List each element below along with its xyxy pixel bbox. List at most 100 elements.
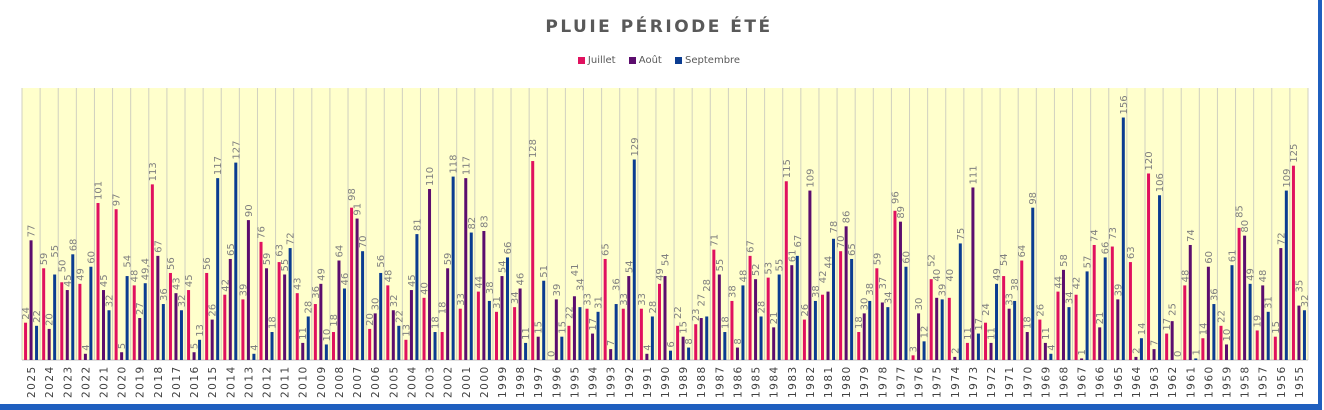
data-label: 1: [1077, 349, 1088, 355]
bar-juillet-1991: [639, 308, 643, 360]
data-label: 58: [1059, 254, 1070, 267]
data-label: 26: [1035, 304, 1046, 317]
data-label: 21: [1095, 312, 1106, 325]
bar-septembre-2023: [71, 254, 75, 360]
bar-juillet-2012: [259, 241, 263, 360]
legend-item-aout: Août: [628, 55, 662, 66]
data-label: 127: [231, 141, 242, 160]
x-tick-label: 1985: [751, 365, 763, 398]
x-tick-label: 1960: [1203, 365, 1215, 398]
data-label: 33: [456, 293, 467, 306]
data-label: 32: [1300, 295, 1311, 308]
bar-septembre-2005: [397, 325, 401, 360]
bar-août-1979: [862, 313, 866, 360]
x-tick-label: 1983: [787, 365, 799, 398]
data-label: 61: [1227, 249, 1238, 262]
x-tick-label: 1994: [588, 365, 600, 398]
x-tick-label: 2020: [117, 365, 129, 398]
data-label: 56: [376, 255, 387, 268]
bar-août-2025: [29, 240, 33, 360]
bar-septembre-2013: [252, 353, 256, 360]
data-label: 18: [438, 302, 449, 315]
data-label: 1: [1191, 349, 1202, 355]
bar-juillet-2023: [60, 282, 64, 360]
data-label: 26: [800, 304, 811, 317]
data-label: 33: [619, 293, 630, 306]
bar-septembre-1980: [850, 258, 854, 360]
x-tick-label: 2015: [207, 365, 219, 398]
bar-août-1964: [1134, 356, 1138, 360]
x-tick-label: 2022: [80, 365, 92, 398]
data-label: 66: [503, 242, 514, 255]
bar-juillet-1982: [802, 319, 806, 360]
x-tick-label: 2021: [99, 365, 111, 398]
bar-septembre-2003: [433, 332, 437, 360]
data-label: 18: [720, 316, 731, 329]
data-label: 117: [461, 156, 472, 175]
data-label: 55: [50, 245, 61, 258]
bar-août-1976: [917, 313, 921, 360]
data-label: 46: [340, 273, 351, 286]
bar-septembre-1970: [1031, 207, 1035, 360]
data-label: 36: [612, 278, 623, 291]
data-label: 65: [226, 243, 237, 256]
bar-septembre-2016: [198, 339, 202, 360]
data-label: 111: [968, 165, 979, 184]
data-label: 7: [1150, 340, 1161, 346]
bar-septembre-2018: [161, 304, 165, 360]
x-tick-label: 1998: [515, 365, 527, 398]
bar-septembre-1968: [1067, 307, 1071, 360]
bar-juillet-1960: [1201, 338, 1205, 360]
bar-juillet-1998: [513, 307, 517, 360]
bar-août-2016: [192, 352, 196, 360]
bar-août-2020: [120, 352, 124, 360]
x-tick-label: 2023: [62, 365, 74, 398]
bar-juillet-2020: [114, 209, 118, 360]
data-label: 36: [159, 288, 170, 301]
data-label: 27: [697, 294, 708, 307]
data-label: 45: [184, 274, 195, 287]
data-label: 14: [1137, 323, 1148, 336]
data-label: 15: [534, 321, 545, 334]
data-label: 28: [648, 301, 659, 314]
data-label: 97: [112, 193, 123, 206]
x-tick-label: 1988: [696, 365, 708, 398]
bar-juillet-1959: [1219, 325, 1223, 360]
bar-juillet-1999: [494, 311, 498, 360]
data-label: 67: [793, 235, 804, 248]
bar-août-1973: [971, 187, 975, 360]
bar-septembre-2004: [415, 234, 419, 360]
data-label: 57: [1083, 256, 1094, 269]
bar-juillet-2013: [241, 299, 245, 360]
x-tick-label: 1981: [823, 365, 835, 398]
x-tick-label: 1965: [1113, 365, 1125, 398]
x-tick-label: 2004: [406, 365, 418, 398]
bar-septembre-2017: [179, 310, 183, 360]
bar-août-1967: [1080, 358, 1084, 360]
bar-septembre-1966: [1103, 257, 1107, 360]
bar-août-1978: [880, 302, 884, 360]
bar-septembre-1960: [1212, 304, 1216, 360]
x-tick-label: 2019: [135, 365, 147, 398]
bar-août-1966: [1098, 327, 1102, 360]
bar-septembre-1958: [1248, 283, 1252, 360]
data-label: 22: [673, 306, 684, 319]
data-label: 17: [974, 318, 985, 331]
bar-juillet-1995: [567, 325, 571, 360]
bar-septembre-2020: [125, 276, 129, 360]
data-label: 8: [733, 338, 744, 344]
data-label: 45: [407, 274, 418, 287]
data-label: 33: [1005, 293, 1016, 306]
bar-août-2003: [428, 189, 432, 360]
bar-juillet-1976: [911, 355, 915, 360]
data-label: 14: [1198, 323, 1209, 336]
data-label: 60: [86, 251, 97, 264]
bar-août-1968: [1061, 269, 1065, 360]
bar-juillet-1963: [1147, 173, 1151, 360]
bar-août-2002: [446, 268, 450, 360]
data-label: 50: [57, 260, 68, 273]
data-label: 32: [389, 295, 400, 308]
bar-juillet-1988: [694, 324, 698, 360]
bar-juillet-1984: [766, 277, 770, 360]
bar-septembre-1967: [1085, 271, 1089, 360]
